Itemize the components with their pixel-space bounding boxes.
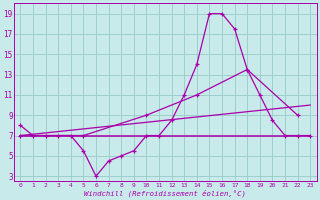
- X-axis label: Windchill (Refroidissement éolien,°C): Windchill (Refroidissement éolien,°C): [84, 189, 246, 197]
